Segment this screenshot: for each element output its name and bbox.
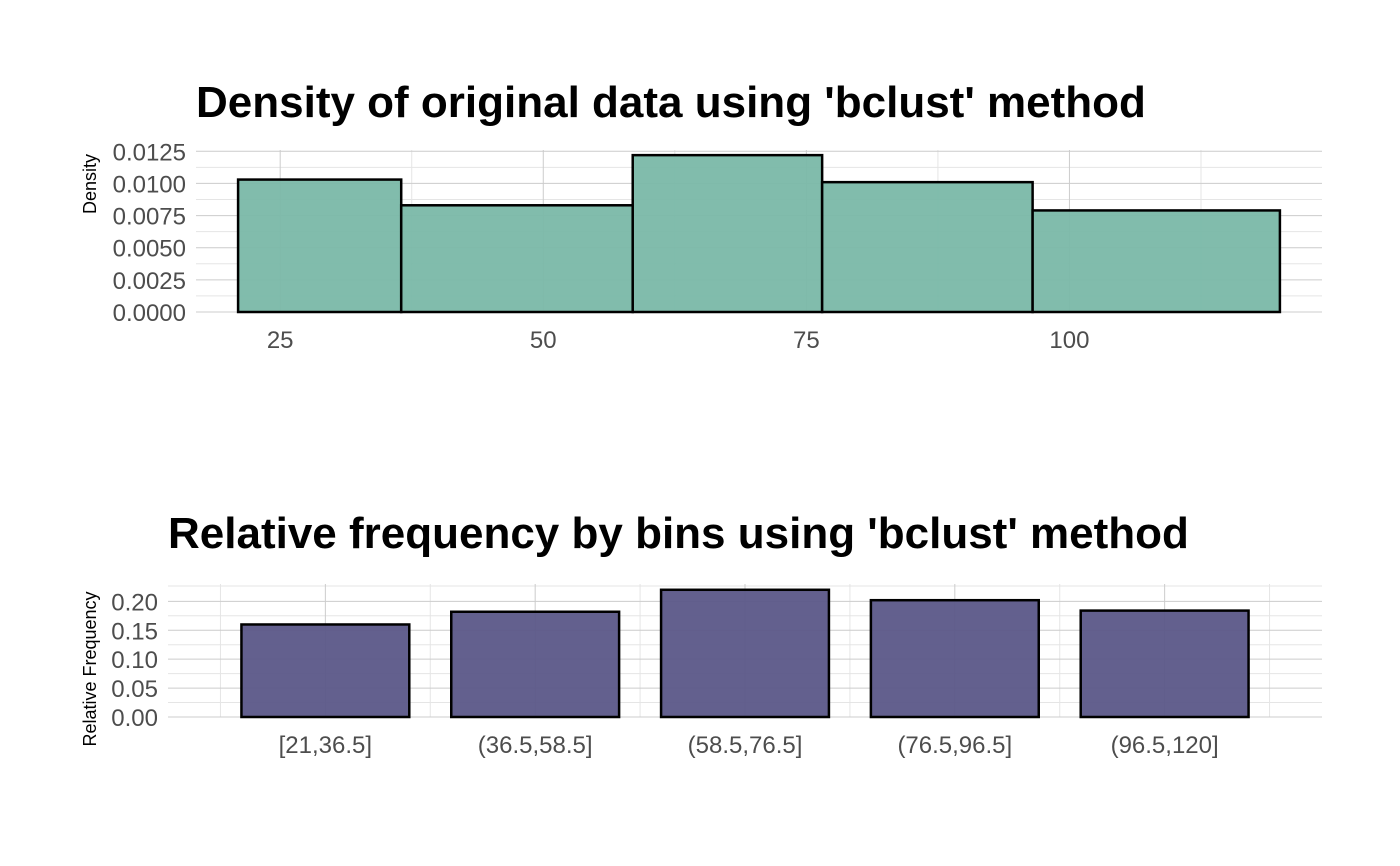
frequency-bar (659, 588, 831, 719)
frequency-bar (869, 598, 1040, 719)
density-y-tick-label: 0.0075 (113, 204, 186, 231)
density-bar (631, 153, 824, 314)
frequency-y-axis-title: Relative Frequency (80, 591, 100, 746)
density-bar (1031, 209, 1282, 314)
density-x-tick-label: 50 (530, 327, 557, 354)
frequency-y-tick-label: 0.15 (111, 618, 158, 645)
density-x-tick-label: 25 (267, 327, 294, 354)
frequency-x-tick-label: [21,36.5] (279, 732, 372, 759)
density-y-ticks: 0.0000 0.0025 0.0050 0.0075 0.0100 0.0125 (113, 139, 186, 327)
density-y-axis-title: Density (80, 154, 100, 214)
density-y-tick-label: 0.0125 (113, 139, 186, 166)
density-y-tick-label: 0.0025 (113, 268, 186, 295)
density-bar (236, 178, 403, 314)
density-x-tick-label: 75 (793, 327, 820, 354)
frequency-panel: 0.000.050.100.150.20 [21,36.5] (36.5,58.5… (80, 509, 1322, 759)
frequency-bar (450, 610, 621, 719)
frequency-bar (240, 623, 411, 719)
density-x-ticks: 25 50 75 100 (267, 327, 1090, 354)
frequency-x-ticks: [21,36.5] (36.5,58.5] (58.5,76.5] (76.5,96.… (279, 732, 1219, 759)
frequency-y-ticks: 0.000.050.100.150.20 (111, 589, 158, 732)
density-y-tick-label: 0.0050 (113, 236, 186, 263)
frequency-x-tick-label: (76.5,96.5] (897, 732, 1012, 759)
density-bar (399, 204, 634, 314)
density-x-tick-label: 100 (1049, 327, 1089, 354)
frequency-y-tick-label: 0.20 (111, 589, 158, 616)
density-chart-title: Density of original data using 'bclust' … (196, 78, 1146, 127)
frequency-y-tick-label: 0.10 (111, 647, 158, 674)
frequency-bar (1079, 609, 1250, 719)
density-bars (236, 153, 1282, 314)
frequency-x-tick-label: (96.5,120] (1111, 732, 1219, 759)
frequency-chart-title: Relative frequency by bins using 'bclust… (168, 509, 1189, 558)
frequency-x-tick-label: (58.5,76.5] (688, 732, 803, 759)
frequency-y-tick-label: 0.05 (111, 676, 158, 703)
density-y-tick-label: 0.0000 (113, 300, 186, 327)
density-panel: 0.0000 0.0025 0.0050 0.0075 0.0100 0.0125 25 5… (80, 78, 1322, 354)
density-bar (820, 180, 1034, 314)
frequency-bars (240, 588, 1250, 719)
frequency-x-tick-label: (36.5,58.5] (478, 732, 593, 759)
frequency-y-tick-label: 0.00 (111, 705, 158, 732)
density-y-tick-label: 0.0100 (113, 171, 186, 198)
